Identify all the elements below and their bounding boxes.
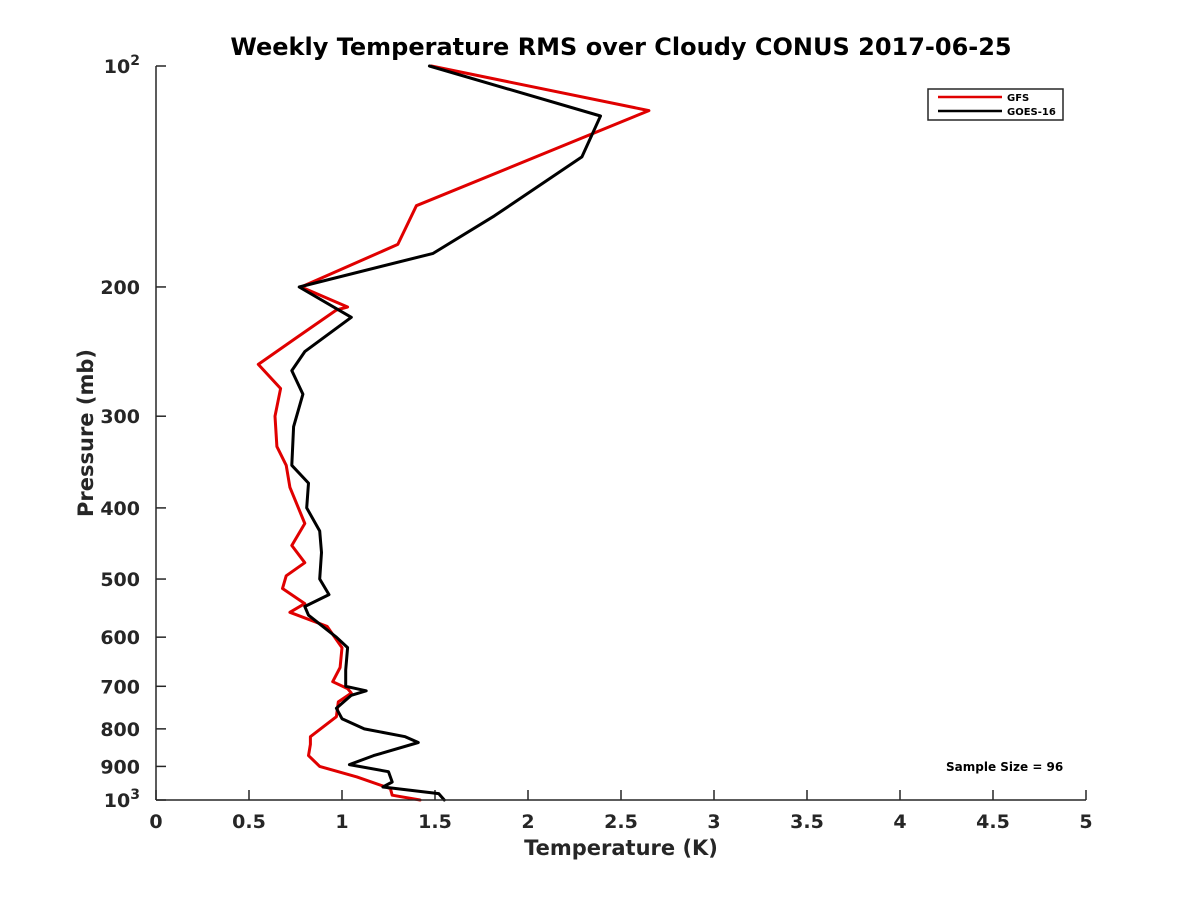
series-lines [256,64,651,802]
y-tick-label: 500 [100,569,140,591]
legend-box [927,88,1064,121]
series-line-goes-16 [290,64,602,802]
x-tick-label: 1.5 [418,811,452,833]
y-tick-label: 700 [100,676,140,698]
legend-label-goes-16: GOES-16 [1007,107,1056,118]
y-tick-label: 600 [100,627,140,649]
x-axis-label: Temperature (K) [524,836,718,860]
y-axis-ticks: 102 200 300 400 500 600 700 800 900 103 [100,53,166,812]
x-tick-label: 4.5 [976,811,1010,833]
x-tick-label: 4 [893,811,906,833]
sample-size-annotation: Sample Size = 96 [946,760,1063,774]
legend-label-gfs: GFS [1007,93,1029,104]
x-tick-label: 2 [521,811,534,833]
x-tick-label: 0 [149,811,162,833]
y-tick-label: 200 [100,277,140,299]
y-tick-label: 900 [100,756,140,778]
x-tick-label: 0.5 [232,811,266,833]
series-line-gfs [256,64,651,802]
y-tick-label: 300 [100,406,140,428]
legend: GFS GOES-16 [927,88,1064,121]
y-tick-label: 103 [104,787,140,812]
x-tick-label: 5 [1079,811,1092,833]
x-axis-ticks: 0 0.5 1 1.5 2 2.5 3 3.5 4 4.5 5 [149,790,1093,833]
chart-title: Weekly Temperature RMS over Cloudy CONUS… [230,33,1011,61]
x-tick-label: 2.5 [604,811,638,833]
y-tick-label: 102 [104,53,140,78]
y-tick-label: 800 [100,719,140,741]
y-axis-label: Pressure (mb) [74,349,98,517]
y-tick-label: 400 [100,498,140,520]
x-tick-label: 1 [335,811,348,833]
x-tick-label: 3 [707,811,720,833]
x-tick-label: 3.5 [790,811,824,833]
